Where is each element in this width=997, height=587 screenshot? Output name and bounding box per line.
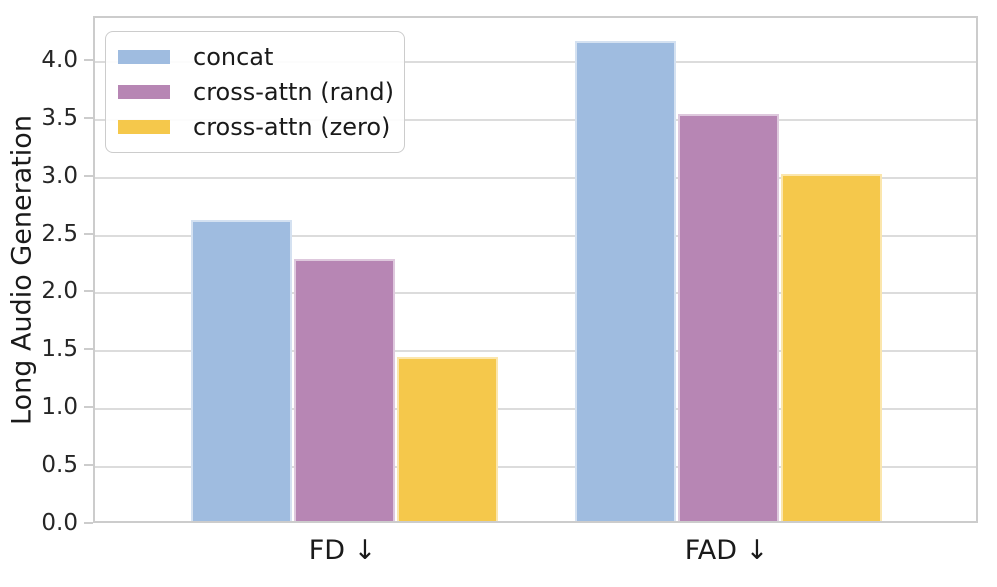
gridline-y-0.5 [95,466,976,469]
xtick-label-fad: FAD ↓ [684,535,769,566]
gridline-y-3.5 [95,118,976,121]
bar-cross-attn-rand-fad [678,113,779,521]
ytick-label-1: 1.0 [41,394,78,421]
xtick-label-fd: FD ↓ [308,535,377,566]
ytick-label-0.5: 0.5 [41,452,78,479]
bar-cross-attn-zero-fd [397,356,498,521]
gridline-y-3 [95,176,976,179]
gridline-y-2 [95,292,976,295]
bar-concat-fad [575,40,676,521]
legend-label-concat: concat [193,43,274,72]
ytick-mark-3 [84,174,93,177]
legend-swatch-cross-attn-zero [118,119,170,134]
legend-label-cross-attn-rand: cross-attn (rand) [193,77,394,106]
plot-area [93,16,978,523]
legend: concat cross-attn (rand) cross-attn (zero) [105,31,405,153]
legend-item-concat: concat [118,44,392,70]
gridline-y-2.5 [95,234,976,237]
gridline-y-4 [95,60,976,63]
ytick-label-4: 4.0 [41,46,78,73]
ytick-mark-3.5 [84,116,93,119]
ytick-mark-0.5 [84,464,93,467]
ytick-mark-2 [84,290,93,293]
ytick-label-3: 3.0 [41,162,78,189]
legend-swatch-concat [118,50,170,65]
ytick-label-1.5: 1.5 [41,336,78,363]
ytick-label-0: 0.0 [41,510,78,536]
ytick-mark-2.5 [84,232,93,235]
ytick-label-2: 2.0 [41,278,78,305]
ytick-label-3.5: 3.5 [41,104,78,131]
legend-label-cross-attn-zero: cross-attn (zero) [193,112,391,141]
ytick-mark-1 [84,406,93,409]
legend-item-cross-attn-rand: cross-attn (rand) [118,77,394,106]
bar-cross-attn-zero-fad [781,173,882,521]
bar-cross-attn-rand-fd [294,259,395,521]
ytick-mark-0 [84,522,93,524]
gridline-y-1 [95,408,976,411]
legend-item-cross-attn-zero: cross-attn (zero) [118,114,392,140]
ytick-label-2.5: 2.5 [41,220,78,247]
ytick-mark-4 [84,58,93,61]
ytick-mark-1.5 [84,348,93,351]
gridline-y-1.5 [95,350,976,353]
legend-swatch-cross-attn-rand [118,84,170,99]
bar-concat-fd [191,220,292,521]
